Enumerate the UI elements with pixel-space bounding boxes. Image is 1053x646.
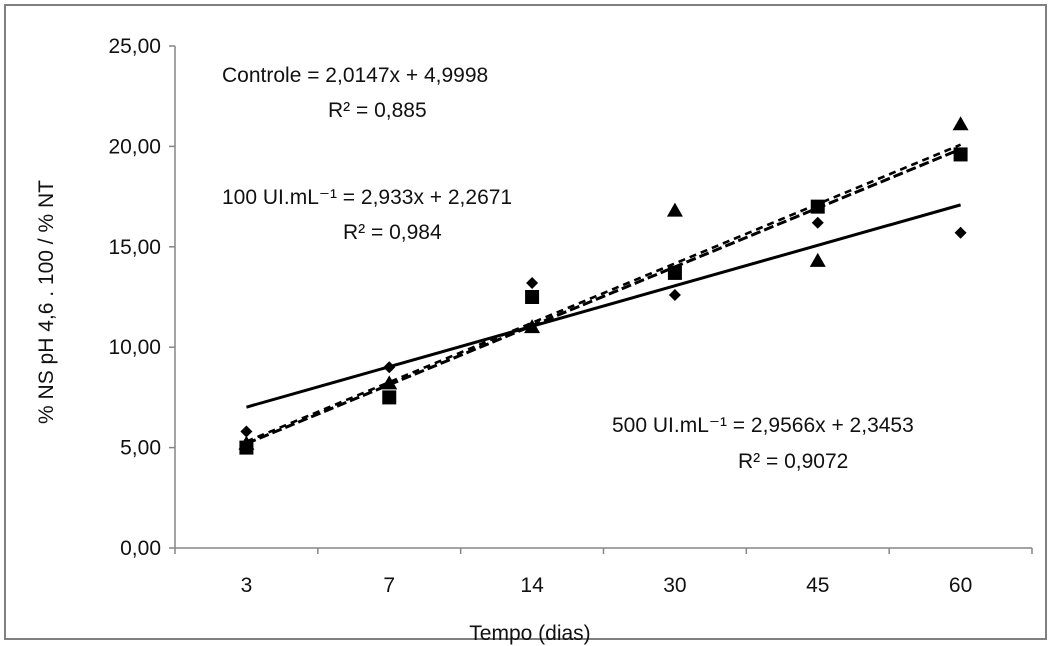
- y-tick-label: 20,00: [108, 135, 161, 158]
- x-tick-label: 45: [806, 574, 829, 597]
- triangle-point: [381, 375, 398, 390]
- x-tick-label: 14: [520, 574, 544, 597]
- equation-500: 500 UI.mL⁻¹ = 2,9566x + 2,3453: [612, 414, 914, 437]
- equation-controle: Controle = 2,0147x + 4,9998: [222, 64, 488, 87]
- trendline-diamond: [246, 203, 961, 409]
- y-tick-label: 5,00: [120, 437, 161, 460]
- diamond-point: [526, 276, 539, 289]
- diamond-point: [668, 288, 681, 301]
- square-point: [382, 390, 397, 405]
- chart-frame: [4, 4, 1047, 640]
- y-tick-label: 15,00: [108, 236, 161, 259]
- triangle-point: [809, 252, 826, 267]
- diamond-point: [383, 361, 396, 374]
- diamond-point: [954, 226, 967, 239]
- square-point: [810, 199, 825, 214]
- diamond-point: [240, 425, 253, 438]
- x-tick-label: 3: [241, 574, 253, 597]
- triangle-point: [666, 202, 683, 217]
- y-tick-labels: 0,00 5,00 10,00 15,00 20,00 25,00: [108, 35, 161, 560]
- triangle-point: [524, 319, 541, 334]
- triangle-point: [952, 116, 969, 131]
- axes: [169, 45, 1033, 554]
- diamond-point: [811, 216, 824, 229]
- triangle-point: [238, 435, 255, 450]
- y-tick-label: 25,00: [108, 35, 161, 58]
- data-points: [238, 116, 969, 455]
- square-point: [667, 265, 682, 280]
- x-axis-label: Tempo (dias): [469, 622, 590, 645]
- trendline-triangle: [245, 143, 962, 443]
- r2-500: R² = 0,9072: [738, 450, 848, 473]
- trend-lines: [245, 143, 962, 445]
- r2-controle: R² = 0,885: [328, 99, 427, 122]
- y-axis-label: % NS pH 4,6 . 100 / % NT: [35, 180, 58, 424]
- equation-100: 100 UI.mL⁻¹ = 2,933x + 2,2671: [222, 186, 512, 209]
- y-tick-label: 0,00: [120, 537, 161, 560]
- x-tick-label: 30: [663, 574, 686, 597]
- trendline-square: [245, 147, 962, 445]
- r2-100: R² = 0,984: [343, 221, 442, 244]
- x-tick-label: 7: [383, 574, 395, 597]
- x-tick-labels: 3 7 14 30 45 60: [241, 574, 973, 597]
- square-point: [525, 290, 540, 304]
- square-point: [953, 147, 968, 162]
- y-tick-label: 10,00: [108, 336, 161, 359]
- x-tick-label: 60: [949, 574, 972, 597]
